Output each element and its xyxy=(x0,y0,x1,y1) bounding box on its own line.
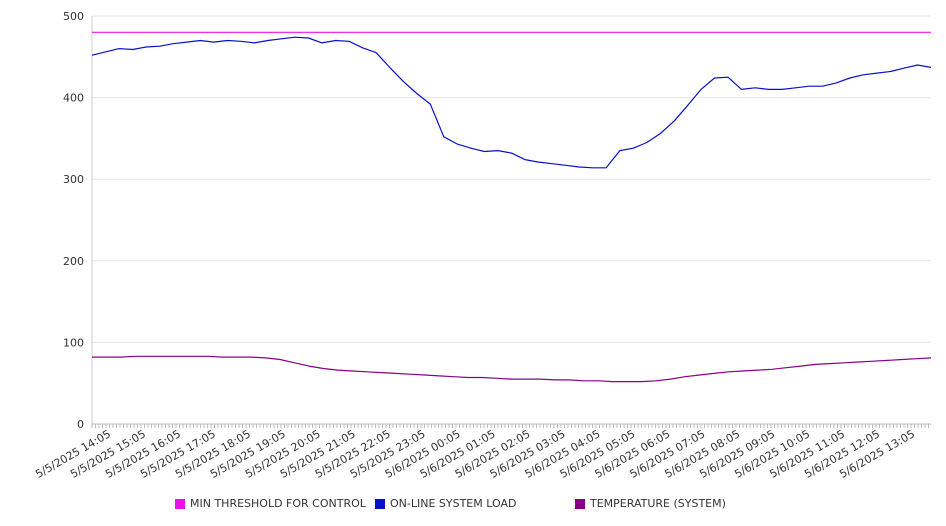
series-lines xyxy=(91,31,932,383)
y-tick-label: 300 xyxy=(63,173,84,186)
legend-label-min-threshold: MIN THRESHOLD FOR CONTROL xyxy=(190,497,366,510)
y-tick-label: 100 xyxy=(63,336,84,349)
y-tick-label: 400 xyxy=(63,92,84,105)
legend-swatch-temperature xyxy=(575,498,585,509)
y-tick-label: 500 xyxy=(63,10,84,23)
legend-label-temperature: TEMPERATURE (SYSTEM) xyxy=(590,497,726,510)
series-line-temperature xyxy=(92,355,932,383)
grid-lines xyxy=(92,15,931,343)
legend-item-temperature[interactable]: TEMPERATURE (SYSTEM) xyxy=(575,497,726,510)
y-tick-label: 0 xyxy=(77,418,84,431)
series-line-system-load xyxy=(91,36,932,169)
axes xyxy=(91,16,931,428)
legend: MIN THRESHOLD FOR CONTROL ON-LINE SYSTEM… xyxy=(0,497,946,515)
x-axis-ticks: 5/5/2025 14:055/5/2025 15:055/5/2025 16:… xyxy=(33,427,917,481)
y-tick-label: 200 xyxy=(63,255,84,268)
legend-label-system-load: ON-LINE SYSTEM LOAD xyxy=(390,497,517,510)
legend-swatch-system-load xyxy=(375,498,385,509)
legend-item-min-threshold[interactable]: MIN THRESHOLD FOR CONTROL xyxy=(175,497,366,510)
y-axis-ticks: 0 100 200 300 400 500 xyxy=(63,10,84,431)
legend-item-system-load[interactable]: ON-LINE SYSTEM LOAD xyxy=(375,497,516,510)
legend-swatch-min-threshold xyxy=(175,498,185,509)
